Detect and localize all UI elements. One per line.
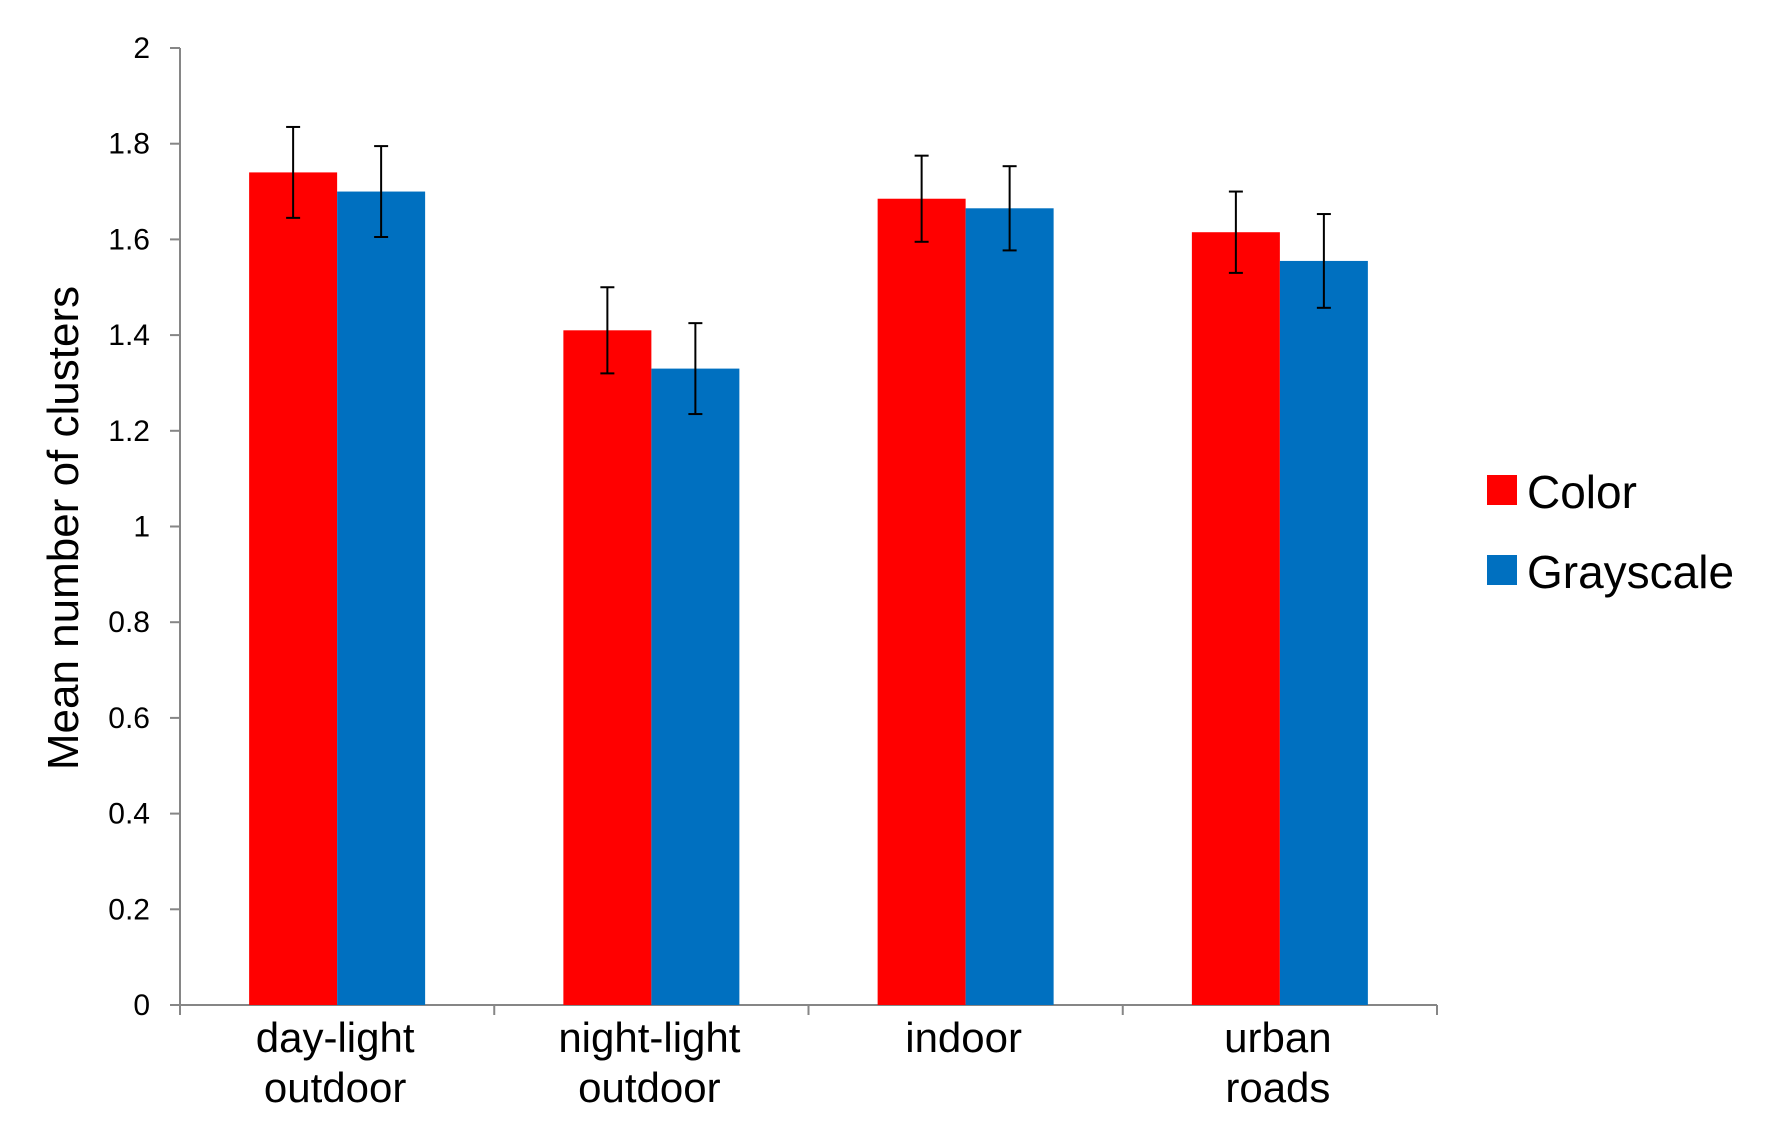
- legend-swatch-color: [1487, 475, 1517, 505]
- x-tick-label: outdoor: [578, 1064, 720, 1111]
- legend: Color Grayscale: [1487, 466, 1734, 598]
- y-tick-label: 0.6: [108, 702, 150, 735]
- x-tick-label: night-light: [558, 1014, 740, 1061]
- error-bar-color-1: [600, 286, 615, 375]
- x-tick-label: roads: [1225, 1064, 1330, 1111]
- error-bar-color-3: [1228, 190, 1243, 274]
- y-ticks: 0 0.2 0.4 0.6 0.8 1 1.2 1.4 1.6 1.8 2: [108, 32, 180, 1022]
- legend-swatch-grayscale: [1487, 555, 1517, 585]
- bar-color-0: [249, 172, 338, 1005]
- error-bar-grayscale-3: [1316, 213, 1331, 309]
- error-bar-grayscale-2: [1002, 165, 1017, 252]
- y-tick-label: 1: [133, 511, 150, 544]
- y-tick-label: 0.8: [108, 606, 150, 639]
- bars: [249, 172, 1368, 1006]
- y-tick-label: 2: [133, 32, 150, 65]
- x-labels: day-lightoutdoornight-lightoutdoorindoor…: [256, 1014, 1332, 1111]
- bar-grayscale-3: [1279, 260, 1368, 1005]
- y-tick-label: 0.4: [108, 798, 150, 831]
- error-bar-grayscale-0: [374, 145, 389, 239]
- bar-color-2: [877, 198, 966, 1006]
- x-tick-label: indoor: [905, 1014, 1022, 1061]
- x-tick-label: day-light: [256, 1014, 415, 1061]
- legend-label-grayscale: Grayscale: [1527, 546, 1734, 598]
- y-tick-label: 1.2: [108, 415, 150, 448]
- y-tick-label: 0: [133, 989, 150, 1022]
- error-bar-color-0: [286, 125, 301, 219]
- error-bars: [286, 125, 1331, 416]
- bar-grayscale-2: [965, 208, 1054, 1006]
- bar-color-1: [563, 330, 652, 1005]
- bar-grayscale-1: [651, 368, 740, 1006]
- legend-label-color: Color: [1527, 466, 1637, 518]
- error-bar-grayscale-1: [688, 322, 703, 416]
- bar-color-3: [1191, 232, 1280, 1005]
- y-tick-label: 1.8: [108, 128, 150, 161]
- y-tick-label: 0.2: [108, 893, 150, 926]
- y-axis-label: Mean number of clusters: [39, 286, 88, 770]
- y-tick-label: 1.6: [108, 223, 150, 256]
- error-bar-color-2: [914, 154, 929, 243]
- bar-grayscale-0: [337, 191, 426, 1006]
- x-tick-label: outdoor: [264, 1064, 406, 1111]
- x-tick-label: urban: [1224, 1014, 1331, 1061]
- y-tick-label: 1.4: [108, 319, 150, 352]
